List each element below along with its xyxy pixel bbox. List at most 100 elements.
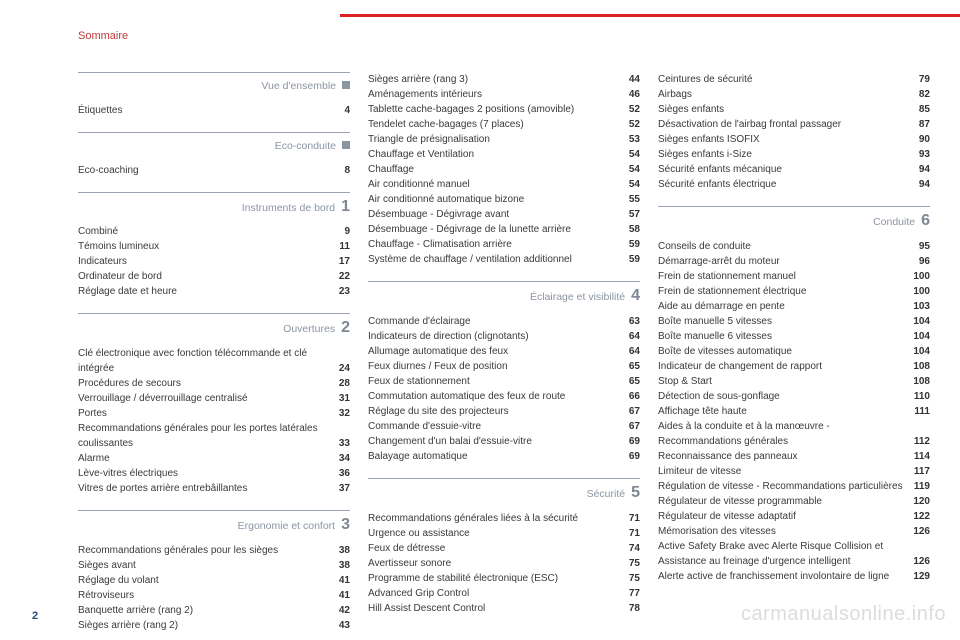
section-heading: Ergonomie et confort3 xyxy=(78,510,350,535)
section-title: Vue d'ensemble xyxy=(261,79,336,95)
toc-entry: Désactivation de l'airbag frontal passag… xyxy=(658,117,930,132)
toc-entry: Sièges arrière (rang 3)44 xyxy=(368,72,640,87)
section-title: Ouvertures xyxy=(283,322,335,338)
toc-label: Urgence ou assistance xyxy=(368,526,619,541)
toc-page: 126 xyxy=(913,524,930,539)
toc-entry: Frein de stationnement manuel100 xyxy=(658,269,930,284)
toc-page: 22 xyxy=(339,269,350,284)
toc-entry: Sièges enfants85 xyxy=(658,102,930,117)
toc-column: Vue d'ensembleÉtiquettes4Eco-conduiteEco… xyxy=(78,72,350,596)
toc-entry: Alerte active de franchissement involont… xyxy=(658,569,930,584)
toc-page: 71 xyxy=(629,526,640,541)
toc-page: 74 xyxy=(629,541,640,556)
toc-label: Désembuage - Dégivrage avant xyxy=(368,207,619,222)
toc-label: Réglage du site des projecteurs xyxy=(368,404,619,419)
toc-label: Réglage date et heure xyxy=(78,284,329,299)
toc-page: 100 xyxy=(913,284,930,299)
toc-page: 63 xyxy=(629,314,640,329)
toc-entry: Aide au démarrage en pente103 xyxy=(658,299,930,314)
toc-page: 65 xyxy=(629,359,640,374)
toc-label: Ceintures de sécurité xyxy=(658,72,909,87)
toc-page: 52 xyxy=(629,102,640,117)
toc-entry: Frein de stationnement électrique 100 xyxy=(658,284,930,299)
toc-page: 114 xyxy=(914,449,930,464)
toc-page: 87 xyxy=(919,117,930,132)
toc-page: 17 xyxy=(339,254,350,269)
toc-label: Avertisseur sonore xyxy=(368,556,619,571)
toc-entry: Feux de stationnement65 xyxy=(368,374,640,389)
toc-entry: Reconnaissance des panneaux114 xyxy=(658,449,930,464)
section-heading: Éclairage et visibilité4 xyxy=(368,281,640,306)
chapter-mark: 3 xyxy=(341,517,350,533)
toc-label: Banquette arrière (rang 2) xyxy=(78,603,329,618)
toc-entry: Hill Assist Descent Control78 xyxy=(368,601,640,616)
toc-page: 104 xyxy=(913,329,930,344)
toc-label: Alarme xyxy=(78,451,329,466)
toc-page: 31 xyxy=(339,391,350,406)
toc-entry: Indicateur de changement de rapport108 xyxy=(658,359,930,374)
toc-page: 32 xyxy=(339,406,350,421)
toc-entry: Désembuage - Dégivrage avant57 xyxy=(368,207,640,222)
toc-entry: Boîte manuelle 6 vitesses104 xyxy=(658,329,930,344)
toc-entry: Clé électronique avec fonction télécomma… xyxy=(78,346,350,376)
toc-entry: Affichage tête haute111 xyxy=(658,404,930,419)
toc-page: 120 xyxy=(913,494,930,509)
chapter-mark: 6 xyxy=(921,213,930,229)
toc-label: Étiquettes xyxy=(78,103,334,118)
toc-page: 28 xyxy=(339,376,350,391)
toc-entry: Programme de stabilité électronique (ESC… xyxy=(368,571,640,586)
toc-page: 33 xyxy=(339,436,350,451)
toc-entry: Régulateur de vitesse adaptatif122 xyxy=(658,509,930,524)
toc-entry: Commande d'éclairage63 xyxy=(368,314,640,329)
toc-entry: Vitres de portes arrière entrebâillantes… xyxy=(78,481,350,496)
toc-entry: Changement d'un balai d'essuie-vitre69 xyxy=(368,434,640,449)
toc-label: Système de chauffage / ventilation addit… xyxy=(368,252,619,267)
toc-page: 69 xyxy=(629,449,640,464)
toc-label: Chauffage xyxy=(368,162,619,177)
toc-label: Recommandations générales liées à la séc… xyxy=(368,511,619,526)
toc-page: 108 xyxy=(913,359,930,374)
toc-page: 64 xyxy=(629,329,640,344)
toc-label: Aides à la conduite et à la manœuvre - R… xyxy=(658,419,904,449)
toc-page: 104 xyxy=(913,314,930,329)
toc-label: Alerte active de franchissement involont… xyxy=(658,569,903,584)
toc-page: 111 xyxy=(914,404,930,419)
section-heading: Conduite 6 xyxy=(658,206,930,231)
toc-label: Limiteur de vitesse xyxy=(658,464,904,479)
toc-column: Ceintures de sécurité79Airbags82Sièges e… xyxy=(658,72,930,596)
toc-page: 71 xyxy=(629,511,640,526)
section-title: Conduite xyxy=(873,215,915,231)
toc-entry: Indicateurs17 xyxy=(78,254,350,269)
toc-label: Programme de stabilité électronique (ESC… xyxy=(368,571,619,586)
toc-entry: Recommandations générales liées à la séc… xyxy=(368,511,640,526)
toc-entry: Triangle de présignalisation53 xyxy=(368,132,640,147)
toc-label: Active Safety Brake avec Alerte Risque C… xyxy=(658,539,903,569)
toc-label: Tendelet cache-bagages (7 places) xyxy=(368,117,619,132)
toc-label: Sièges enfants ISOFIX xyxy=(658,132,909,147)
toc-label: Sièges enfants xyxy=(658,102,909,117)
toc-entry: Aménagements intérieurs46 xyxy=(368,87,640,102)
toc-label: Frein de stationnement électrique xyxy=(658,284,903,299)
toc-label: Clé électronique avec fonction télécomma… xyxy=(78,346,329,376)
toc-page: 43 xyxy=(339,618,350,633)
watermark: carmanualsonline.info xyxy=(741,603,946,626)
toc-label: Sécurité enfants mécanique xyxy=(658,162,909,177)
page-title: Sommaire xyxy=(78,30,128,42)
toc-page: 55 xyxy=(629,192,640,207)
toc-entry: Banquette arrière (rang 2) 42 xyxy=(78,603,350,618)
toc-label: Feux de stationnement xyxy=(368,374,619,389)
toc-entry: Eco-coaching8 xyxy=(78,163,350,178)
toc-entry: Sièges arrière (rang 2)43 xyxy=(78,618,350,633)
toc-page: 69 xyxy=(629,434,640,449)
toc-page: 82 xyxy=(919,87,930,102)
toc-page: 42 xyxy=(339,603,350,618)
toc-entry: Alarme34 xyxy=(78,451,350,466)
toc-label: Réglage du volant xyxy=(78,573,329,588)
toc-page: 54 xyxy=(629,177,640,192)
toc-label: Balayage automatique xyxy=(368,449,619,464)
toc-entry: Avertisseur sonore75 xyxy=(368,556,640,571)
toc-entry: Tablette cache-bagages 2 positions (amov… xyxy=(368,102,640,117)
toc-entry: Boîte manuelle 5 vitesses104 xyxy=(658,314,930,329)
toc-entry: Urgence ou assistance 71 xyxy=(368,526,640,541)
toc-entry: Air conditionné manuel54 xyxy=(368,177,640,192)
